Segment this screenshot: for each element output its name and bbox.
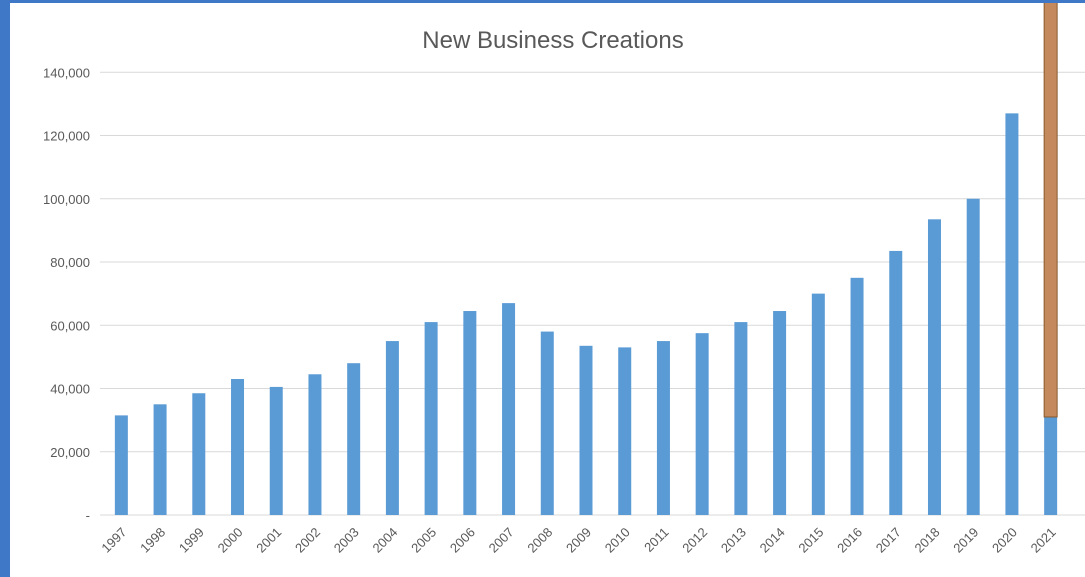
bar-2007: [502, 303, 516, 515]
x-tick-label: 2001: [253, 525, 284, 556]
bar-2012: [695, 333, 709, 515]
bar-2003: [347, 363, 361, 515]
x-tick-label: 2002: [292, 525, 323, 556]
x-tick-label: 2013: [718, 525, 749, 556]
bar-2006: [463, 311, 477, 515]
x-tick-label: 2018: [912, 525, 943, 556]
bar-1997: [114, 415, 128, 515]
bar-2021: [1044, 416, 1058, 515]
x-tick-label: 2003: [331, 525, 362, 556]
y-tick-label: 80,000: [50, 255, 90, 270]
y-tick-label: 100,000: [43, 192, 90, 207]
bar-2004: [385, 341, 399, 515]
y-tick-label: 20,000: [50, 445, 90, 460]
chart-frame: New Business Creations - 20,000 40,000 60,0…: [10, 3, 1085, 577]
bar-1999: [192, 393, 206, 515]
y-axis-labels: - 20,000 40,000 60,000 80,000 100,000 120,000 1…: [43, 65, 90, 523]
bars: [114, 3, 1058, 516]
bar-2021-segment-2: [1043, 3, 1058, 418]
bar-chart: New Business Creations - 20,000 40,000 60,0…: [43, 3, 1085, 556]
x-tick-label: 1998: [137, 525, 168, 556]
bar-2005: [424, 322, 438, 515]
bar-2014: [773, 311, 787, 515]
x-tick-label: 2016: [834, 525, 865, 556]
bar-2015: [811, 293, 825, 515]
bar-2017: [889, 250, 903, 515]
bar-2002: [308, 374, 322, 515]
x-tick-label: 2015: [795, 525, 826, 556]
x-tick-label: 2014: [757, 525, 788, 556]
bar-2020: [1005, 113, 1019, 516]
x-tick-label: 1999: [176, 525, 207, 556]
bar-2018: [927, 219, 941, 515]
y-tick-label: -: [86, 508, 90, 523]
bar-2016: [850, 277, 864, 515]
x-tick-label: 2019: [950, 525, 981, 556]
x-tick-label: 2009: [563, 525, 594, 556]
x-tick-label: 1997: [98, 525, 129, 556]
bar-2019: [966, 198, 980, 515]
bar-2010: [618, 347, 632, 515]
x-tick-label: 2000: [215, 525, 246, 556]
x-axis-labels: 1997 1998 1999 2000 2001 2002 2003 2004 2005 2006…: [98, 525, 1058, 556]
x-tick-label: 2020: [989, 525, 1020, 556]
x-tick-label: 2004: [369, 525, 400, 556]
y-tick-label: 120,000: [43, 129, 90, 144]
x-tick-label: 2008: [524, 525, 555, 556]
bar-2011: [656, 341, 670, 515]
x-tick-label: 2011: [641, 525, 671, 555]
x-tick-label: 2007: [486, 525, 517, 556]
x-tick-label: 2005: [408, 525, 439, 556]
y-tick-label: 40,000: [50, 382, 90, 397]
bar-1998: [153, 404, 167, 515]
bar-2008: [540, 331, 554, 515]
bar-2000: [231, 379, 245, 515]
bar-2009: [579, 345, 593, 515]
y-tick-label: 140,000: [43, 65, 90, 80]
x-tick-label: 2006: [447, 525, 478, 556]
x-tick-label: 2017: [873, 525, 904, 556]
bar-2013: [734, 322, 748, 515]
x-tick-label: 2021: [1028, 525, 1059, 556]
bar-2001: [269, 386, 283, 515]
x-tick-label: 2012: [679, 525, 710, 556]
x-tick-label: 2010: [602, 525, 633, 556]
y-tick-label: 60,000: [50, 318, 90, 333]
chart-title: New Business Creations: [422, 27, 683, 54]
